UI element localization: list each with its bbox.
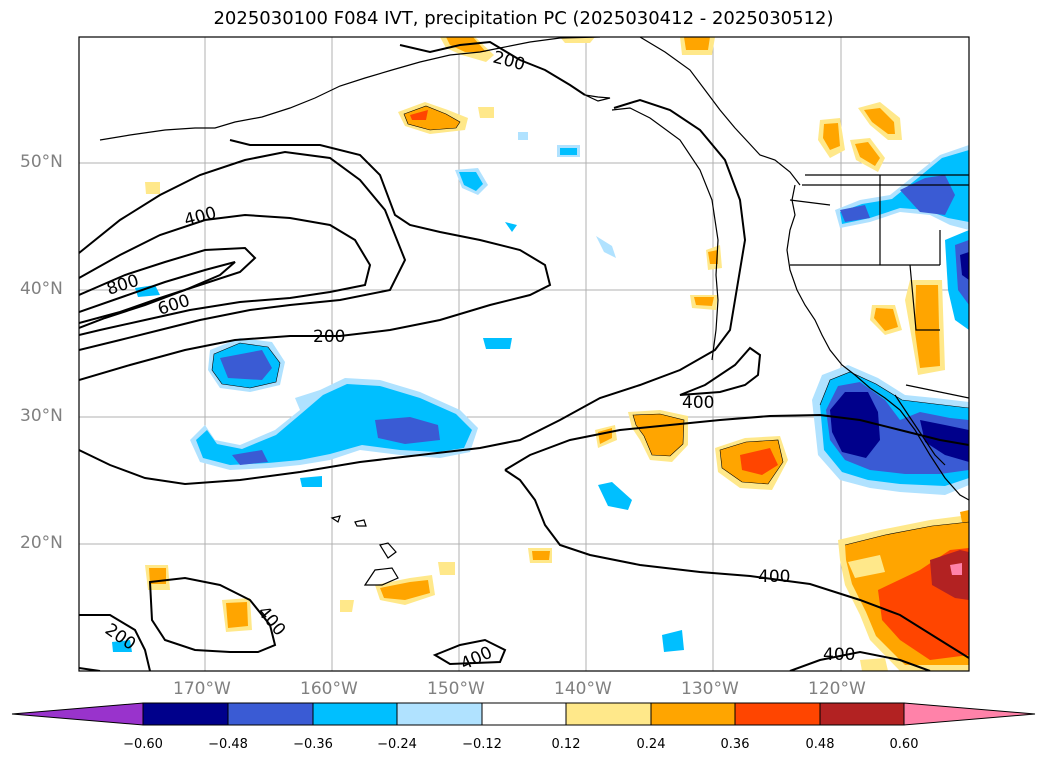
- lat-tick-label: 20°N: [20, 533, 63, 553]
- colorbar-swatch: [142, 702, 229, 726]
- lon-tick-label: 170°W: [173, 679, 231, 699]
- colorbar-swatch: [227, 702, 314, 726]
- lon-tick-label: 120°W: [808, 679, 866, 699]
- contour-label: 400: [458, 643, 496, 675]
- colorbar-label: −0.24: [377, 737, 417, 752]
- contour-label: 400: [253, 602, 289, 640]
- colorbar-label: −0.36: [293, 737, 333, 752]
- contour-label: 400: [823, 645, 855, 665]
- lat-tick-label: 30°N: [20, 406, 63, 426]
- lon-tick-label: 160°W: [300, 679, 358, 699]
- colorbar-swatch: [565, 702, 652, 726]
- colorbar-swatch: [312, 702, 398, 726]
- colorbar-label: 0.36: [720, 737, 750, 752]
- lat-tick-label: 50°N: [20, 152, 63, 172]
- contour-label: 400: [682, 393, 714, 413]
- lat-tick-label: 40°N: [20, 279, 63, 299]
- colorbar-swatch: [481, 702, 567, 726]
- colorbar-label: −0.48: [208, 737, 248, 752]
- negative-anomaly-regions: [112, 132, 969, 652]
- colorbar-extend-max: [903, 702, 1036, 726]
- map-title: 2025030100 F084 IVT, precipitation PC (2…: [213, 8, 834, 29]
- colorbar-label: −0.60: [123, 737, 163, 752]
- contour-label: 600: [155, 291, 192, 320]
- contour-label: 400: [182, 203, 219, 231]
- contour-label: 400: [758, 567, 790, 587]
- lon-tick-label: 150°W: [427, 679, 485, 699]
- colorbar-label: 0.12: [551, 737, 581, 752]
- colorbar-swatch: [734, 702, 821, 726]
- coastlines: [99, 37, 969, 586]
- lon-tick-label: 130°W: [681, 679, 739, 699]
- colorbar-swatch: [396, 702, 483, 726]
- colorbar-swatch: [650, 702, 736, 726]
- colorbar-label: −0.12: [462, 737, 502, 752]
- colorbar: [11, 702, 1036, 726]
- ivt-contours: [79, 40, 969, 671]
- map-frame: [78, 36, 970, 672]
- contour-label: 200: [313, 327, 345, 347]
- lon-tick-label: 140°W: [554, 679, 612, 699]
- colorbar-label: 0.24: [636, 737, 666, 752]
- colorbar-label: 0.48: [805, 737, 835, 752]
- contour-label: 200: [491, 48, 528, 76]
- colorbar-extend-min: [11, 702, 144, 726]
- contour-label: 800: [104, 271, 141, 300]
- colorbar-swatch: [819, 702, 905, 726]
- colorbar-label: 0.60: [889, 737, 919, 752]
